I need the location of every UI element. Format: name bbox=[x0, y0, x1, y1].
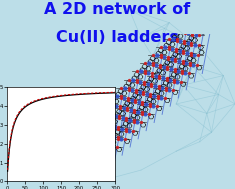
Text: Cu(II) ladders: Cu(II) ladders bbox=[56, 30, 179, 45]
Text: A 2D network of: A 2D network of bbox=[44, 2, 191, 17]
